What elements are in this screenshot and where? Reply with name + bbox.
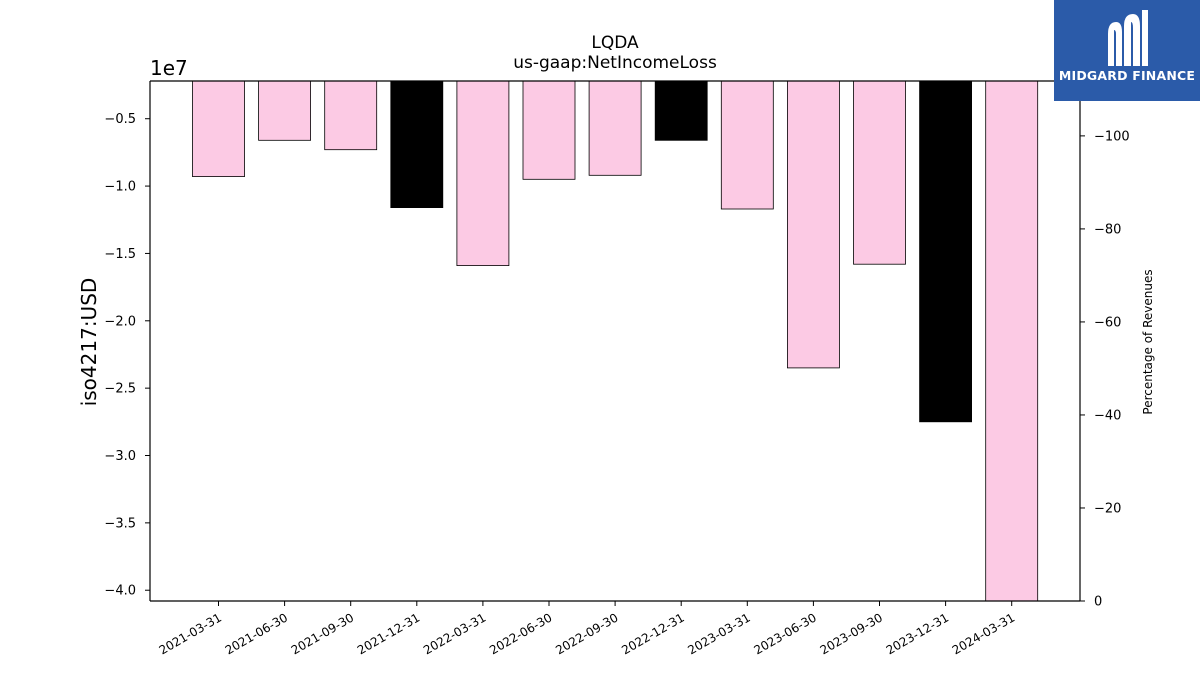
y-right-tick-label: −80 [1094,222,1121,237]
midgard-finance-logo: MIDGARD FINANCE [1054,0,1200,101]
y-offset-label: 1e7 [150,56,188,80]
x-tick-label: 2022-03-31 [421,610,488,657]
logo-mark-icon [1108,10,1148,66]
bar-2021-12-31 [390,80,444,208]
bar-2023-09-30 [853,80,906,265]
y-right-tick-label: −40 [1094,408,1121,423]
chart-title: LQDA [591,33,639,53]
y-right-tick-label: −100 [1094,129,1130,144]
x-tick-label: 2022-12-31 [619,610,686,657]
y-tick-label: −0.5 [104,112,136,127]
x-tick-label: 2022-06-30 [487,610,554,657]
bar-2021-06-30 [258,80,312,141]
bar-2022-06-30 [522,80,576,180]
bar-2022-03-31 [456,80,510,267]
x-tick-label: 2021-12-31 [355,610,422,657]
x-tick-label: 2023-12-31 [884,610,951,657]
y-right-tick-label: 0 [1094,595,1102,610]
y-tick-label: −4.0 [104,584,136,599]
y-tick-label: −3.5 [104,516,136,531]
y-right-tick-label: −60 [1094,315,1121,330]
bar-2022-09-30 [588,80,642,176]
logo-text: MIDGARD FINANCE [1058,68,1196,83]
y-axis-label: iso4217:USD [77,278,101,407]
y-tick-label: −2.5 [104,382,136,397]
bar-2023-12-31 [919,80,972,423]
bar-2022-12-31 [654,80,708,141]
x-tick-label: 2023-06-30 [751,610,818,657]
x-tick-label: 2024-03-31 [950,610,1017,657]
chart-subtitle: us-gaap:NetIncomeLoss [513,53,717,73]
y-axis-label-right: Percentage of Revenues [1141,269,1155,414]
x-tick-label: 2023-03-31 [685,610,752,657]
x-tick-label: 2021-09-30 [289,610,356,657]
y-tick-label: −2.0 [104,314,136,329]
y-tick-label: −1.0 [104,180,136,195]
y-tick-label: −1.5 [104,247,136,262]
y-right-tick-label: −20 [1094,501,1121,516]
bar-2021-09-30 [324,80,378,151]
x-tick-label: 2021-06-30 [223,610,290,657]
x-tick-label: 2021-03-31 [157,610,224,657]
y-tick-label: −3.0 [104,449,136,464]
bar-2023-03-31 [720,80,774,210]
bar-2021-03-31 [192,80,245,177]
bar-2023-06-30 [787,80,840,369]
bars-layer [192,80,1039,602]
x-tick-label: 2022-09-30 [553,610,620,657]
x-tick-label: 2023-09-30 [818,610,885,657]
bar-2024-03-31 [985,80,1039,602]
